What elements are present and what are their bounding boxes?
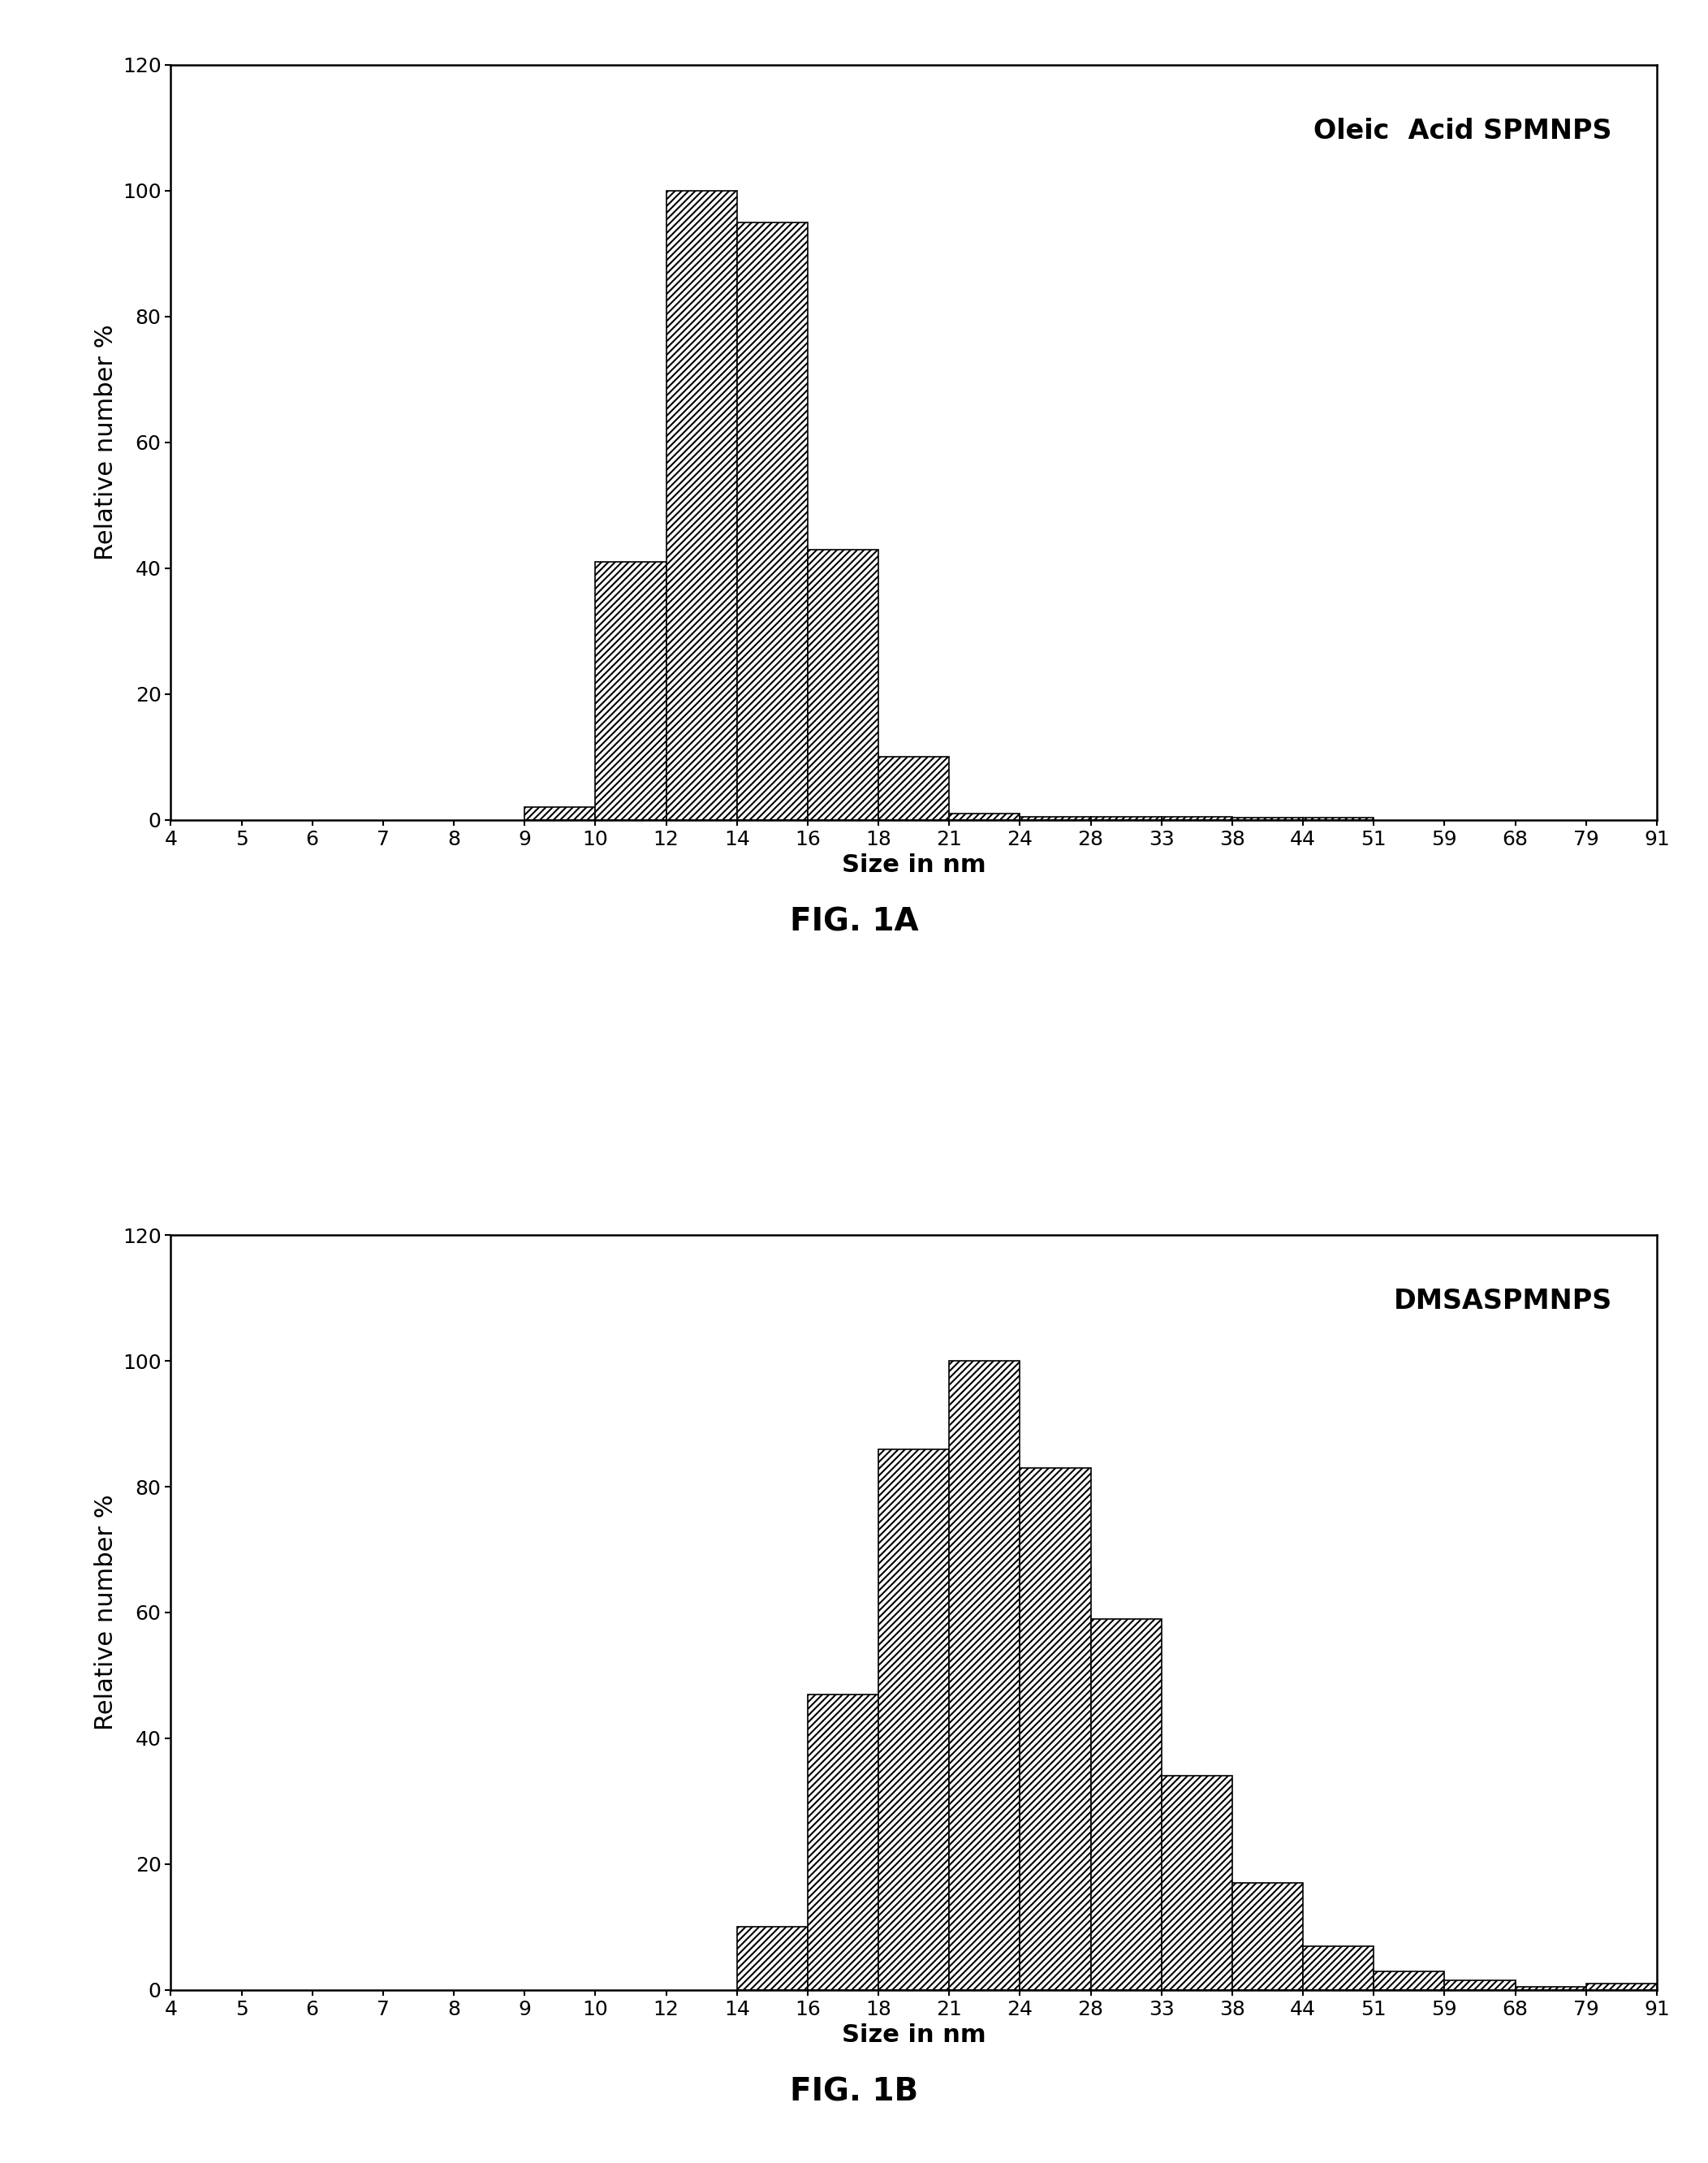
Bar (524, 807, 596, 820)
X-axis label: Size in nm: Size in nm (842, 2025, 986, 2046)
Bar (1515, 1988, 1587, 1990)
Bar (950, 1361, 1020, 1990)
Bar (736, 223, 808, 820)
Bar (808, 1694, 878, 1990)
Bar (1587, 1983, 1657, 1990)
Y-axis label: Relative number %: Relative number % (94, 1495, 118, 1730)
Bar (808, 549, 878, 820)
Bar (1161, 818, 1231, 820)
Bar (1020, 818, 1091, 820)
Bar (1091, 1618, 1161, 1990)
Bar (596, 562, 666, 820)
Text: FIG. 1A: FIG. 1A (789, 906, 919, 937)
Bar (1445, 1981, 1515, 1990)
Bar (1231, 1884, 1303, 1990)
Bar (1020, 1469, 1091, 1990)
Bar (736, 1927, 808, 1990)
Text: FIG. 1B: FIG. 1B (789, 2076, 919, 2107)
Bar (1161, 1776, 1231, 1990)
X-axis label: Size in nm: Size in nm (842, 854, 986, 876)
Bar (1303, 1947, 1373, 1990)
Y-axis label: Relative number %: Relative number % (94, 324, 118, 560)
Bar (878, 757, 950, 820)
Bar (950, 813, 1020, 820)
Bar (1373, 1970, 1445, 1990)
Text: DMSASPMNPS: DMSASPMNPS (1394, 1287, 1612, 1315)
Bar (1091, 818, 1161, 820)
Bar (878, 1449, 950, 1990)
Bar (666, 190, 736, 820)
Text: Oleic  Acid SPMNPS: Oleic Acid SPMNPS (1313, 117, 1612, 145)
